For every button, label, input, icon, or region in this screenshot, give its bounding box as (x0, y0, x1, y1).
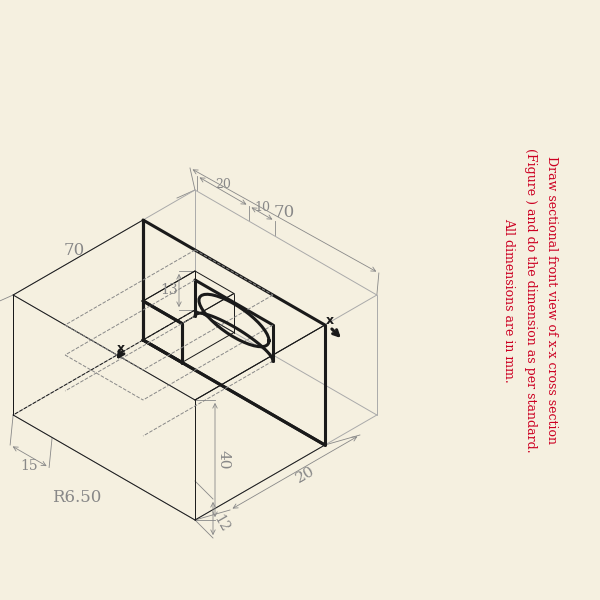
Text: R6.50: R6.50 (52, 489, 102, 506)
Text: 13: 13 (160, 283, 178, 298)
Text: 20: 20 (293, 464, 317, 485)
Text: Draw sectional front view of x-x cross section
(Figure ) and do the dimension as: Draw sectional front view of x-x cross s… (503, 148, 557, 452)
Text: 70: 70 (274, 204, 295, 221)
Text: x: x (326, 313, 334, 326)
Text: 12: 12 (211, 512, 232, 535)
Text: 10: 10 (254, 201, 270, 214)
Text: 20: 20 (215, 179, 231, 191)
Text: x: x (117, 341, 125, 355)
Text: 15: 15 (21, 459, 38, 473)
Text: 70: 70 (64, 242, 85, 259)
Text: 40: 40 (216, 450, 230, 470)
